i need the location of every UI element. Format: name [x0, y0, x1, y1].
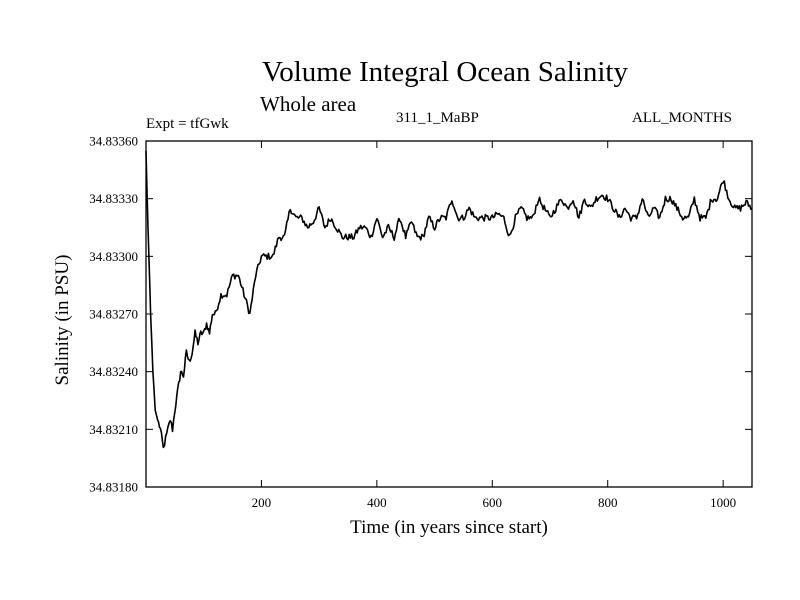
x-axis-label: Time (in years since start)	[350, 517, 548, 538]
y-tick-label: 34.83180	[89, 480, 138, 495]
x-tick-label: 800	[598, 495, 618, 510]
months-label: ALL_MONTHS	[632, 110, 732, 126]
y-tick-label: 34.83300	[89, 249, 138, 264]
run-id-label: 311_1_MaBP	[396, 110, 479, 126]
chart-subtitle: Whole area	[260, 92, 357, 116]
y-tick-label: 34.83360	[89, 134, 138, 149]
x-axis: 200 400 600 800 1000	[252, 141, 736, 510]
x-tick-label: 400	[367, 495, 387, 510]
y-tick-label: 34.83330	[89, 191, 138, 206]
chart-title: Volume Integral Ocean Salinity	[262, 56, 628, 88]
y-tick-label: 34.83210	[89, 422, 138, 437]
plot-frame-rect	[145, 140, 753, 488]
y-axis-label: Salinity (in PSU)	[52, 255, 73, 386]
plot-frame	[145, 140, 753, 488]
series-line-salinity	[145, 150, 753, 449]
x-tick-label: 600	[483, 495, 503, 510]
x-tick-label: 200	[252, 495, 272, 510]
y-tick-label: 34.83240	[89, 364, 138, 379]
y-axis: 34.83180 34.83210 34.83240 34.83270 34.83300…	[89, 134, 752, 495]
experiment-label: Expt = tfGwk	[146, 116, 229, 132]
y-tick-label: 34.83270	[89, 307, 138, 322]
series-group	[145, 150, 753, 449]
x-tick-label: 1000	[710, 495, 736, 510]
